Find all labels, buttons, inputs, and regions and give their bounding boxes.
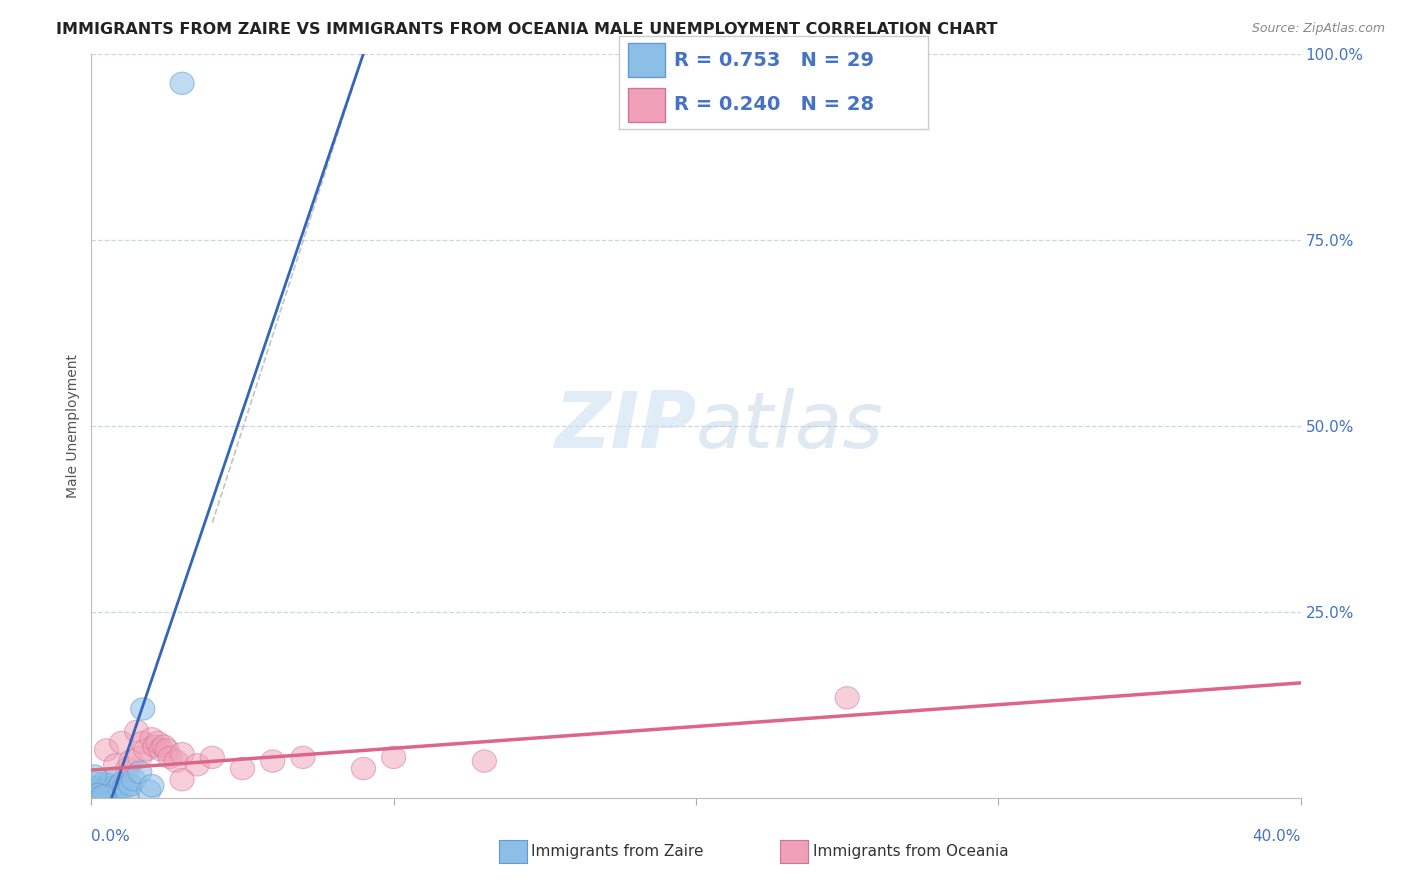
Ellipse shape (100, 776, 125, 798)
Ellipse shape (110, 772, 134, 795)
Ellipse shape (83, 764, 107, 787)
Ellipse shape (131, 731, 155, 754)
Ellipse shape (170, 769, 194, 791)
Ellipse shape (115, 757, 139, 780)
Ellipse shape (165, 750, 188, 772)
Ellipse shape (152, 735, 176, 757)
Ellipse shape (186, 754, 209, 776)
Ellipse shape (149, 739, 173, 761)
Ellipse shape (352, 757, 375, 780)
Text: 0.0%: 0.0% (91, 830, 131, 844)
Ellipse shape (86, 772, 110, 795)
Ellipse shape (86, 783, 110, 805)
Ellipse shape (91, 780, 115, 802)
Ellipse shape (231, 757, 254, 780)
Text: 40.0%: 40.0% (1253, 830, 1301, 844)
Ellipse shape (104, 754, 128, 776)
Text: Immigrants from Zaire: Immigrants from Zaire (531, 845, 704, 859)
Ellipse shape (157, 747, 183, 769)
Ellipse shape (97, 773, 122, 796)
Ellipse shape (835, 687, 859, 709)
Ellipse shape (260, 750, 285, 772)
Ellipse shape (170, 72, 194, 95)
FancyBboxPatch shape (628, 88, 665, 122)
Text: ZIP: ZIP (554, 388, 696, 464)
FancyBboxPatch shape (628, 43, 665, 77)
Ellipse shape (118, 773, 143, 796)
Text: atlas: atlas (696, 388, 884, 464)
Ellipse shape (170, 742, 194, 764)
Ellipse shape (128, 747, 152, 769)
Ellipse shape (381, 747, 406, 769)
Ellipse shape (115, 781, 139, 804)
Text: R = 0.240   N = 28: R = 0.240 N = 28 (675, 95, 875, 114)
Ellipse shape (143, 735, 167, 757)
Ellipse shape (146, 731, 170, 754)
Ellipse shape (91, 785, 115, 807)
Ellipse shape (125, 720, 149, 742)
Ellipse shape (83, 776, 107, 798)
Ellipse shape (104, 783, 128, 805)
Ellipse shape (118, 750, 143, 772)
Ellipse shape (91, 772, 115, 795)
Ellipse shape (107, 776, 131, 798)
Ellipse shape (136, 780, 160, 802)
Ellipse shape (89, 776, 112, 798)
Ellipse shape (100, 769, 125, 791)
Text: Source: ZipAtlas.com: Source: ZipAtlas.com (1251, 22, 1385, 36)
Ellipse shape (94, 776, 118, 798)
Text: R = 0.753   N = 29: R = 0.753 N = 29 (675, 51, 875, 70)
Ellipse shape (122, 769, 146, 791)
Ellipse shape (139, 728, 165, 750)
Ellipse shape (112, 776, 136, 798)
Ellipse shape (97, 778, 122, 801)
Ellipse shape (155, 739, 179, 761)
Ellipse shape (291, 747, 315, 769)
Ellipse shape (134, 739, 157, 761)
Ellipse shape (89, 781, 112, 804)
Text: Immigrants from Oceania: Immigrants from Oceania (813, 845, 1008, 859)
Ellipse shape (472, 750, 496, 772)
Ellipse shape (128, 761, 152, 783)
Ellipse shape (200, 747, 225, 769)
Text: IMMIGRANTS FROM ZAIRE VS IMMIGRANTS FROM OCEANIA MALE UNEMPLOYMENT CORRELATION C: IMMIGRANTS FROM ZAIRE VS IMMIGRANTS FROM… (56, 22, 998, 37)
Ellipse shape (110, 731, 134, 754)
Ellipse shape (86, 780, 110, 802)
Y-axis label: Male Unemployment: Male Unemployment (66, 354, 80, 498)
Ellipse shape (104, 780, 128, 802)
Ellipse shape (94, 781, 118, 804)
Ellipse shape (94, 739, 118, 761)
Ellipse shape (139, 774, 165, 797)
Ellipse shape (131, 698, 155, 720)
